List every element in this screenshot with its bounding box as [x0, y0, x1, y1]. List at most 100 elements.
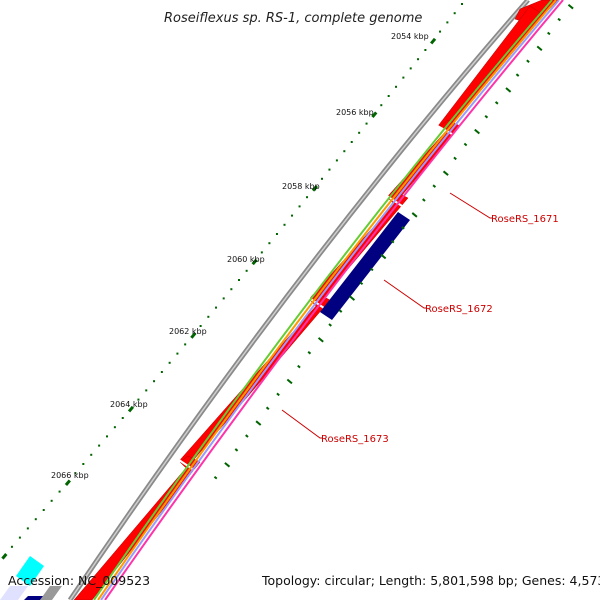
forward-cds-track	[73, 0, 559, 600]
minor-tick	[184, 343, 187, 346]
minor-tick	[113, 426, 116, 429]
scale-label-2066: 2066 kbp	[51, 471, 89, 480]
scale-label-2064: 2064 kbp	[110, 400, 148, 409]
inner-tick	[380, 253, 387, 260]
minor-tick	[453, 12, 456, 15]
minor-tick	[34, 518, 37, 521]
navy-feature	[24, 596, 44, 600]
minor-tick	[275, 233, 278, 235]
minor-tick	[50, 499, 53, 502]
genome-backbone-highlight	[69, 0, 529, 600]
major-tick	[64, 479, 71, 486]
gene-label-RoseRS_1673[interactable]: RoseRS_1673	[321, 434, 389, 445]
minor-tick	[298, 205, 301, 208]
gene-label-RoseRS_1671[interactable]: RoseRS_1671	[491, 214, 559, 225]
genome-backbone	[67, 0, 530, 600]
minor-tick	[283, 223, 286, 226]
minor-tick	[245, 269, 248, 272]
scale-ticks	[1, 3, 463, 560]
minor-tick	[439, 30, 442, 33]
minor-tick	[343, 150, 346, 153]
inner-tick	[338, 309, 343, 313]
minor-tick	[58, 490, 61, 493]
inner-tick	[505, 87, 512, 93]
leader-RoseRS_1671	[449, 192, 492, 219]
inner-tick	[234, 448, 239, 452]
inner-tick	[297, 364, 301, 369]
minor-tick	[446, 21, 449, 24]
inner-tick	[255, 420, 262, 426]
minor-tick	[160, 371, 163, 373]
gene-label-RoseRS_1672[interactable]: RoseRS_1672	[425, 304, 493, 315]
inner-tick	[224, 462, 231, 468]
minor-tick	[74, 472, 77, 475]
lavender-feature	[0, 586, 28, 600]
minor-tick	[145, 389, 148, 392]
inner-tick	[547, 31, 551, 36]
inner-tick	[474, 128, 481, 135]
inner-tick	[213, 475, 218, 480]
minor-tick	[10, 545, 13, 548]
grey-feature	[40, 586, 62, 600]
reverse-cds-RoseRS_1672[interactable]	[320, 212, 410, 320]
minor-tick	[222, 297, 225, 300]
leader-RoseRS_1673	[281, 409, 322, 439]
minor-tick	[121, 417, 124, 419]
minor-tick	[320, 177, 323, 180]
inner-ticks	[213, 3, 574, 480]
minor-tick	[358, 131, 361, 134]
inner-tick	[526, 59, 530, 63]
inner-tick	[515, 73, 520, 77]
minor-tick	[153, 380, 156, 383]
lower-left-features	[0, 556, 62, 600]
scale-label-2062: 2062 kbp	[169, 327, 207, 336]
feature-stripes	[93, 0, 564, 600]
major-tick	[190, 332, 197, 339]
minor-tick	[42, 509, 45, 511]
minor-tick	[409, 67, 412, 70]
inner-tick	[463, 142, 468, 147]
minor-tick	[26, 527, 29, 530]
minor-tick	[215, 306, 218, 309]
major-tick	[311, 185, 318, 192]
gene-label-lines	[281, 192, 492, 439]
inner-tick	[411, 212, 418, 218]
major-tick	[371, 111, 378, 118]
minor-tick	[82, 463, 85, 465]
minor-tick	[199, 325, 202, 327]
inner-tick	[307, 351, 312, 355]
inner-tick	[328, 323, 332, 327]
minor-tick	[137, 398, 140, 401]
minor-tick	[350, 141, 353, 143]
minor-tick	[168, 361, 171, 364]
cds-arrow-2[interactable]	[437, 5, 545, 131]
leader-RoseRS_1672	[383, 279, 426, 309]
inner-tick	[286, 378, 293, 385]
inner-tick	[265, 406, 270, 410]
inner-tick	[370, 267, 374, 272]
minor-tick	[18, 536, 21, 539]
minor-tick	[98, 444, 101, 447]
genome-title: Roseiflexus sp. RS-1, complete genome	[164, 11, 422, 26]
minor-tick	[238, 279, 240, 281]
minor-tick	[395, 85, 398, 88]
minor-tick	[268, 242, 271, 245]
minor-tick	[90, 453, 93, 456]
minor-tick	[424, 49, 427, 51]
inner-tick	[422, 198, 426, 202]
inner-tick	[494, 101, 499, 105]
minor-tick	[176, 352, 179, 355]
minor-tick	[380, 104, 383, 107]
inner-tick	[349, 295, 356, 301]
minor-tick	[306, 196, 309, 199]
minor-tick	[106, 435, 109, 438]
major-tick	[430, 37, 437, 45]
inner-tick	[432, 184, 437, 188]
inner-tick	[276, 392, 280, 397]
summary-text: Topology: circular; Length: 5,801,598 bp…	[261, 573, 600, 588]
inner-tick	[401, 226, 405, 230]
minor-tick	[207, 315, 210, 318]
inner-tick	[359, 281, 364, 286]
minor-tick	[402, 76, 405, 79]
inner-tick	[317, 337, 324, 343]
